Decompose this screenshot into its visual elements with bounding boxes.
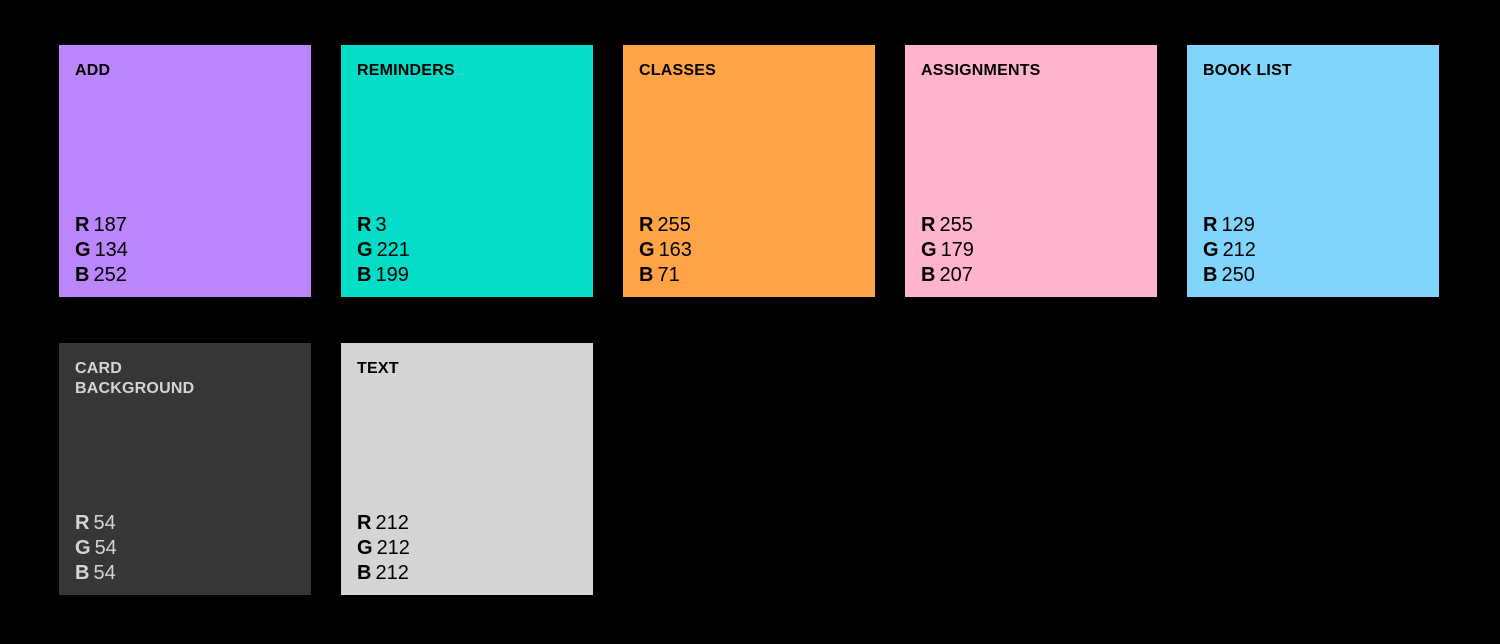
- swatch-card-background: CARD BACKGROUND R 54 G 54 B 54: [59, 343, 311, 595]
- swatch-name: ASSIGNMENTS: [921, 62, 1041, 79]
- blue-value: B 54: [75, 562, 116, 584]
- green-value: G 54: [75, 537, 117, 559]
- green-value: G 212: [1203, 239, 1256, 261]
- red-value: R 187: [75, 214, 127, 236]
- rgb-values: R 54 G 54 B 54: [75, 511, 117, 586]
- red-value: R 129: [1203, 214, 1255, 236]
- green-value: G 179: [921, 239, 974, 261]
- red-value: R 255: [639, 214, 691, 236]
- green-value: G 212: [357, 537, 410, 559]
- swatch-text: TEXT R 212 G 212 B 212: [341, 343, 593, 595]
- blue-value: B 212: [357, 562, 409, 584]
- green-value: G 163: [639, 239, 692, 261]
- swatch-name: CARD BACKGROUND: [75, 360, 195, 397]
- swatch-classes: CLASSES R 255 G 163 B 71: [623, 45, 875, 297]
- swatch-book-list: BOOK LIST R 129 G 212 B 250: [1187, 45, 1439, 297]
- swatch-name: ADD: [75, 62, 111, 79]
- swatch-name: CLASSES: [639, 62, 716, 79]
- swatch-name: BOOK LIST: [1203, 62, 1292, 79]
- swatch-name: TEXT: [357, 360, 399, 377]
- red-value: R 212: [357, 512, 409, 534]
- red-value: R 255: [921, 214, 973, 236]
- rgb-values: R 255 G 163 B 71: [639, 213, 692, 288]
- rgb-values: R 212 G 212 B 212: [357, 511, 410, 586]
- swatch-assignments: ASSIGNMENTS R 255 G 179 B 207: [905, 45, 1157, 297]
- blue-value: B 250: [1203, 264, 1255, 286]
- green-value: G 221: [357, 239, 410, 261]
- red-value: R 54: [75, 512, 116, 534]
- blue-value: B 207: [921, 264, 973, 286]
- green-value: G 134: [75, 239, 128, 261]
- rgb-values: R 187 G 134 B 252: [75, 213, 128, 288]
- rgb-values: R 255 G 179 B 207: [921, 213, 974, 288]
- blue-value: B 252: [75, 264, 127, 286]
- swatch-name: REMINDERS: [357, 62, 455, 79]
- swatch-add: ADD R 187 G 134 B 252: [59, 45, 311, 297]
- blue-value: B 199: [357, 264, 409, 286]
- rgb-values: R 129 G 212 B 250: [1203, 213, 1256, 288]
- blue-value: B 71: [639, 264, 680, 286]
